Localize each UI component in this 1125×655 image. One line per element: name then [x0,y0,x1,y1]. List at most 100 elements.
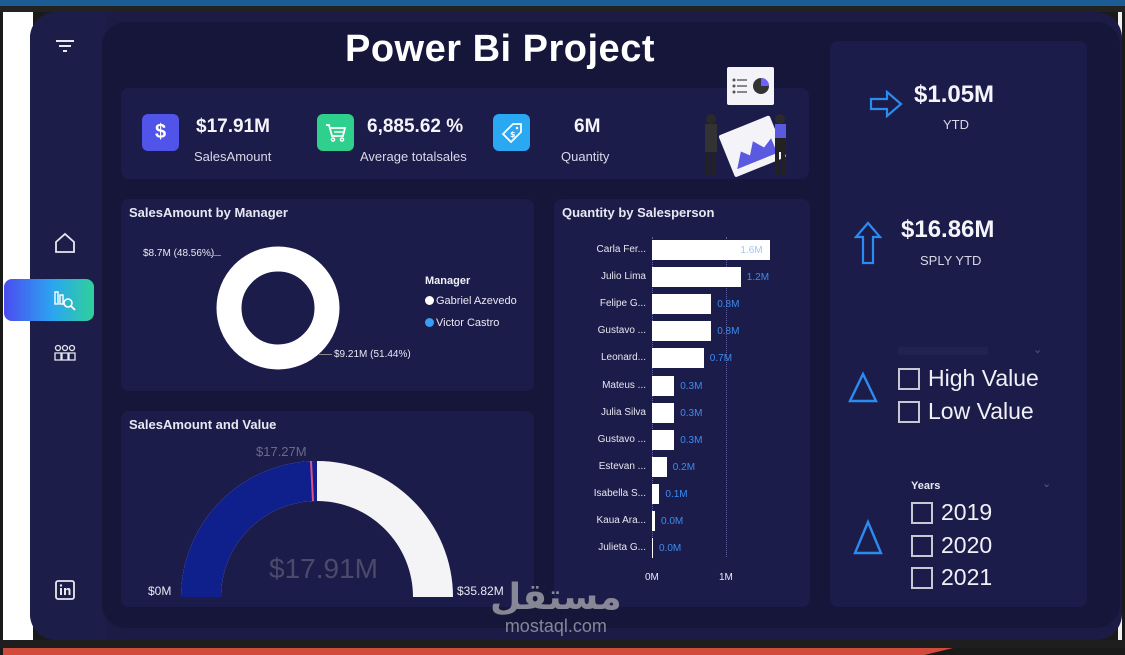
kpi-card: $ $17.91M SalesAmount 6,885.62 % Average… [121,88,809,179]
checkbox[interactable] [898,367,920,390]
bar-category-label: Mateus ... [602,379,646,391]
checkbox[interactable] [911,566,933,589]
bar[interactable] [652,538,653,559]
kpi-quantity-value: 6M [574,116,601,137]
leader-line [319,354,332,355]
bar[interactable] [652,321,712,342]
bar-category-label: Isabella S... [593,487,646,499]
bar-value-label: 0.7M [709,353,733,365]
bar-value-label: 0.2M [672,461,696,473]
bar[interactable] [652,456,667,477]
bar-category-label: Gustavo ... [597,325,646,337]
checkbox[interactable] [911,501,933,524]
quantity-by-salesperson-card: Quantity by Salesperson Carla Fer... 1.6M… [554,199,810,607]
ytd-label: YTD [943,117,969,132]
gauge-value: $17.91M [269,553,378,584]
bar[interactable] [652,348,704,369]
bar[interactable] [652,294,712,315]
watermark: مستقل mostaql.com [490,576,622,637]
bar[interactable] [652,267,741,288]
kpi-sales-amount-value: $17.91M [196,116,270,137]
bar-value-label: 0.3M [680,407,703,419]
gauge-min-label: $0M [148,584,172,598]
top-border [0,6,1125,12]
dollar-icon: $ [142,114,179,151]
gauge-chart[interactable] [179,459,459,604]
bar-category-label: Estevan ... [598,460,646,472]
gauge-target-label: $17.27M [256,444,307,459]
bar-value-label: 0.8M [717,326,740,338]
bar-category-label: Julia Silva [600,406,646,418]
bar-value-label: 1.6M [740,245,763,256]
bar[interactable] [652,429,675,450]
bar-category-label: Gustavo ... [597,433,646,445]
leader-line [209,255,221,256]
value-slicer-header [898,347,988,355]
triangle-icon [847,371,879,408]
donut-label-victor: $8.7M (48.56%) [143,248,215,259]
sply-ytd-label: SPLY YTD [920,253,982,268]
bar-category-label: Leonard... [600,352,646,364]
bar-value-label: 0.8M [717,299,740,311]
legend-label: Victor Castro [436,317,500,329]
kpi-sales-amount-label: SalesAmount [194,149,272,164]
legend-title: Manager [425,275,471,287]
bar[interactable] [652,402,675,423]
checkbox-low-value[interactable]: Low Value [898,398,1034,425]
x-tick-0: 0M [645,572,659,583]
watermark-latin: mostaql.com [504,616,607,636]
users-icon[interactable] [52,340,78,366]
donut-chart[interactable] [213,243,343,373]
filter-icon[interactable] [52,36,78,56]
sply-ytd-value: $16.86M [901,216,995,243]
sales-by-manager-card: SalesAmount by Manager $8.7M (48.56%) $9… [121,199,534,391]
checkbox[interactable] [911,534,933,557]
x-tick-1: 1M [719,572,733,583]
bar[interactable] [652,375,675,396]
bar-value-label: 1.2M [746,272,770,284]
checkbox[interactable] [898,400,920,423]
checkbox-2019[interactable]: 2019 [911,499,992,526]
bar-category-label: Kaua Ara... [596,515,646,526]
chart-search-icon [52,287,78,313]
legend-item-victor[interactable]: Victor Castro [425,317,499,329]
watermark-arabic: مستقل [490,576,622,617]
checkbox-high-value[interactable]: High Value [898,365,1039,392]
bar-category-label: Carla Fer... [596,244,646,255]
gridline-0 [652,237,653,557]
checkbox-2021[interactable]: 2021 [911,564,992,591]
value-slicer-chevron-icon[interactable]: ⌄ [1033,344,1043,356]
kpi-quantity-label: Quantity [561,149,610,164]
checkbox-label: 2020 [941,532,993,558]
donut-label-gabriel: $9.21M (51.44%) [334,349,411,360]
page-title: Power Bi Project [345,28,655,70]
checkbox-label: 2019 [941,499,993,525]
ytd-value: $1.05M [914,81,995,108]
legend-label: Gabriel Azevedo [436,295,517,307]
svg-text:$: $ [510,130,516,139]
bar-value-label: 0.3M [680,434,703,446]
sales-by-manager-title: SalesAmount by Manager [129,205,288,220]
kpi-average-totalsales-label: Average totalsales [360,149,467,164]
legend-item-gabriel[interactable]: Gabriel Azevedo [425,295,517,307]
cart-icon [317,114,354,151]
bar-value-label: 0.0M [659,543,682,555]
sidebar-item-analytics-active[interactable] [4,279,94,321]
quantity-by-salesperson-title: Quantity by Salesperson [562,205,715,220]
gridline-1 [726,237,727,557]
bar[interactable] [652,511,655,531]
arrow-right-icon [869,89,903,123]
linkedin-icon[interactable] [53,578,77,602]
right-panel: $1.05M YTD $16.86M SPLY YTD ⌄ High Value… [830,41,1087,607]
kpi-average-totalsales-value: 6,885.62 % [367,116,464,137]
bar[interactable] [652,483,660,504]
sidebar [30,12,105,640]
years-slicer-chevron-icon[interactable]: ⌄ [1042,478,1052,490]
home-icon[interactable] [52,230,78,256]
left-margin [3,12,33,640]
price-tag-icon: $ [493,114,530,151]
checkbox-2020[interactable]: 2020 [911,532,992,559]
bar[interactable] [652,240,771,260]
bar-value-label: 0.0M [661,516,684,527]
bar-value-label: 0.1M [665,488,688,500]
